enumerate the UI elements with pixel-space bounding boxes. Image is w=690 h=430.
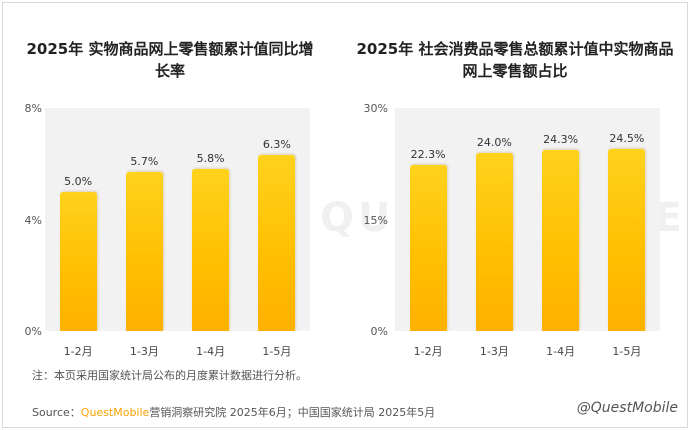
source-prefix: Source：	[32, 406, 81, 419]
chart-2-data-label-3: 24.3%	[543, 133, 579, 147]
chart-2-data-label-4: 24.5%	[609, 131, 645, 145]
chart-2-y-tick-zero: 0%	[370, 325, 388, 338]
chart-1-y-tick-max: 8%	[24, 102, 42, 115]
chart-1-y-tick-mid: 4%	[24, 214, 42, 227]
chart-2-bar-4	[608, 148, 646, 331]
chart-2-bar-2	[475, 152, 513, 331]
chart-1-x-tick-4: 1-5月	[262, 345, 292, 358]
source-brand: QuestMobile	[80, 406, 150, 419]
footnote: 注：本页采用国家统计局公布的月度累计数据进行分析。	[32, 369, 307, 382]
chart-2-data-label-1: 22.3%	[410, 148, 446, 162]
chart-1-y-tick-zero: 0%	[24, 325, 42, 338]
corner-watermark: @QuestMobile	[576, 400, 678, 416]
chart-1-bar-1	[59, 191, 97, 331]
source-line: Source：QuestMobile营销洞察研究院 2025年6月；中国国家统计…	[32, 404, 435, 420]
chart-2-x-tick-1: 1-2月	[413, 345, 443, 358]
chart-1-x-tick-2: 1-3月	[129, 345, 159, 358]
chart-2-x-tick-3: 1-4月	[546, 345, 576, 358]
chart-2-bar-3	[542, 150, 580, 331]
chart-2-x-tick-4: 1-5月	[612, 345, 642, 358]
chart-2-bar-1	[409, 165, 447, 331]
chart-1-x-tick-3: 1-4月	[196, 345, 226, 358]
chart-1-bar-2	[125, 172, 163, 331]
chart-2-title: 2025年 社会消费品零售总额累计值中实物商品网上零售额占比	[356, 40, 674, 80]
chart-1-title: 2025年 实物商品网上零售额累计值同比增长率	[26, 40, 314, 80]
chart-1-data-label-1: 5.0%	[64, 174, 93, 188]
chart-1-data-label-2: 5.7%	[130, 155, 159, 169]
chart-1-data-label-4: 6.3%	[262, 138, 291, 152]
chart-1-data-label-3: 5.8%	[196, 152, 225, 166]
chart-2-y-tick-mid: 15%	[363, 214, 388, 227]
chart-2-y-tick-max: 30%	[363, 102, 388, 115]
chart-2-x-tick-2: 1-3月	[479, 345, 509, 358]
chart-2-data-label-2: 24.0%	[476, 135, 512, 149]
source-rest: 营销洞察研究院 2025年6月；中国国家统计局 2025年5月	[149, 406, 436, 419]
chart-1-bar-3	[192, 169, 230, 331]
chart-1-bar-4	[258, 155, 296, 331]
chart-1-x-tick-1: 1-2月	[63, 345, 93, 358]
